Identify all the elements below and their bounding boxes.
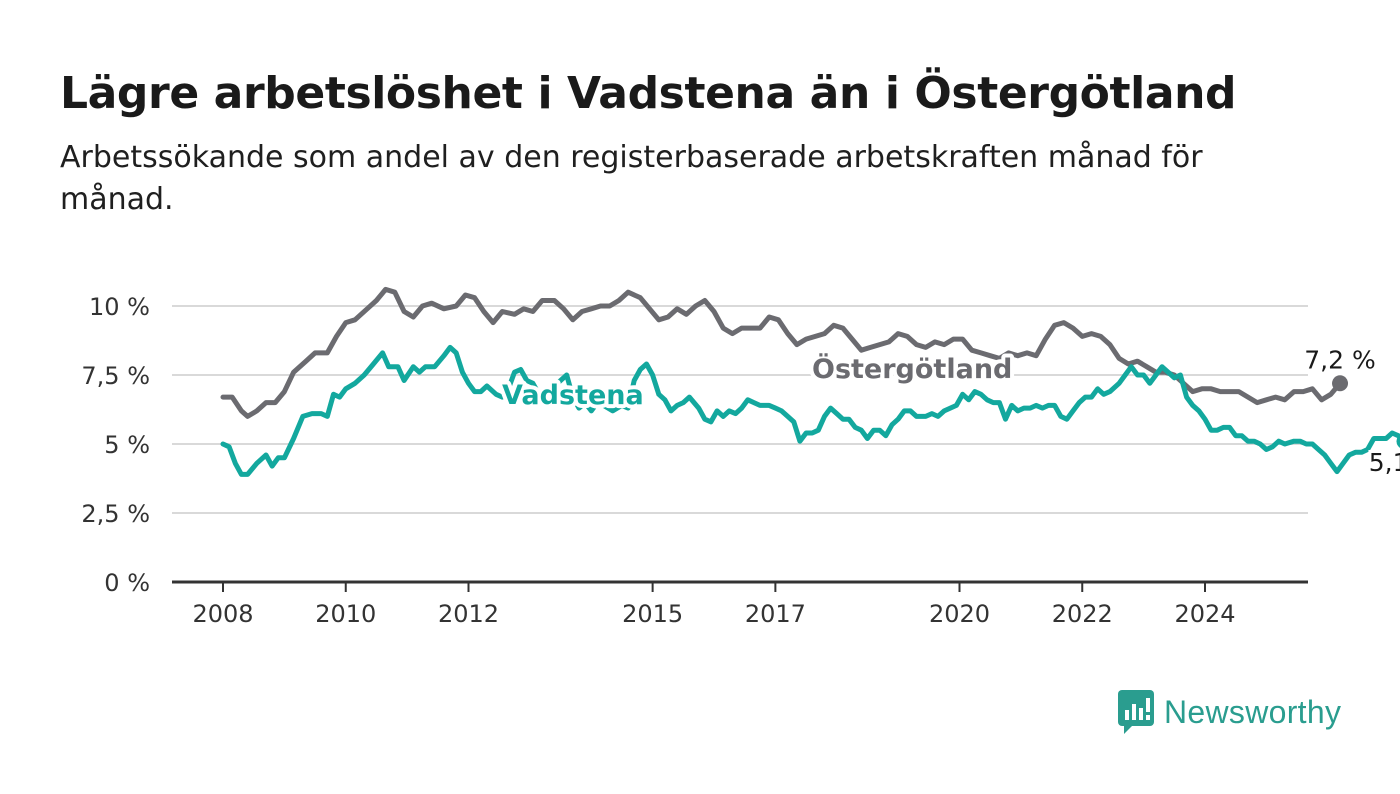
x-tick-label: 2012 <box>438 600 499 628</box>
series-label: Vadstena <box>502 380 644 411</box>
x-tick-label: 2010 <box>315 600 376 628</box>
gridlines <box>172 305 1308 584</box>
x-axis-ticks: 2008 2010 2012 2015 2017 2020 2022 2024 <box>192 582 1236 628</box>
end-value-label: 7,2 % <box>1304 345 1375 374</box>
series-lines <box>220 286 1400 477</box>
y-axis-ticks: 0 % 2,5 % 5 % 7,5 % 10 % <box>81 293 150 597</box>
newsworthy-logo[interactable]: Newsworthy <box>1118 690 1341 734</box>
y-tick-label: 0 % <box>104 569 150 597</box>
brand-name: Newsworthy <box>1164 693 1342 730</box>
end-value-label: 5,1 % <box>1369 448 1400 477</box>
series-end-dot <box>1332 375 1349 392</box>
x-tick-label: 2017 <box>745 600 806 628</box>
series-end-dot <box>1396 434 1400 448</box>
series-line-ostergotland <box>220 286 1343 419</box>
series-label: Östergötland <box>812 352 1012 385</box>
bar-chart-speech-bubble-icon <box>1118 690 1154 734</box>
series-labels: Östergötland Vadstena 7,2 % 5,1 % <box>498 342 1400 480</box>
x-tick-label: 2020 <box>929 600 990 628</box>
series-line-vadstena <box>220 344 1400 477</box>
y-tick-label: 7,5 % <box>81 362 150 390</box>
chart-title: Lägre arbetslöshet i Vadstena än i Öster… <box>60 68 1237 119</box>
x-tick-label: 2008 <box>192 600 253 628</box>
x-tick-label: 2024 <box>1174 600 1235 628</box>
x-tick-label: 2022 <box>1052 600 1113 628</box>
y-tick-label: 10 % <box>89 293 150 321</box>
x-tick-label: 2015 <box>622 600 683 628</box>
y-tick-label: 5 % <box>104 431 150 459</box>
chart-subtitle: Arbetssökande som andel av den registerb… <box>60 140 1203 217</box>
y-tick-label: 2,5 % <box>81 500 150 528</box>
